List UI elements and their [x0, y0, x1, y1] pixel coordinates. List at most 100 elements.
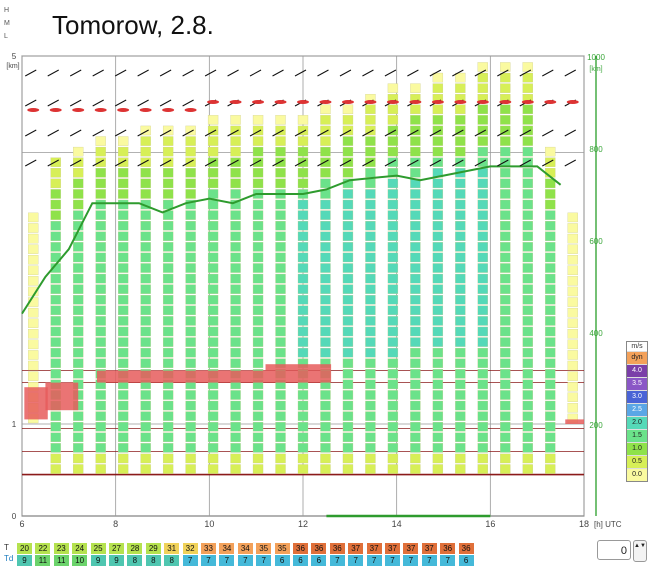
wind-barb	[407, 69, 419, 77]
wind-cell	[95, 242, 106, 252]
wind-cell	[73, 263, 84, 273]
wind-cell	[432, 422, 444, 432]
wind-cell	[275, 337, 286, 347]
wind-cell	[522, 231, 533, 241]
wind-cell	[140, 316, 151, 326]
legend-entry: 1.5	[627, 429, 647, 442]
wind-cell	[477, 157, 488, 167]
t-cell: 20	[17, 543, 32, 554]
wind-cell	[545, 464, 556, 474]
wind-cell	[252, 337, 264, 347]
wind-cell	[522, 220, 533, 231]
td-cell: 11	[53, 555, 69, 566]
wind-cell	[410, 189, 421, 199]
wind-cell	[73, 326, 84, 337]
wind-cell	[185, 199, 196, 210]
wind-cell	[545, 411, 556, 421]
wind-cell	[410, 104, 421, 115]
wind-cell	[185, 305, 196, 316]
wind-cell	[500, 400, 511, 411]
wind-cell	[522, 337, 533, 347]
wind-cell	[500, 220, 511, 231]
wind-cell	[500, 83, 511, 93]
wind-cell	[365, 263, 376, 273]
wind-cell	[320, 326, 331, 337]
wind-cell	[297, 168, 309, 178]
wind-cell	[162, 390, 174, 400]
wind-barb	[542, 159, 554, 167]
wind-cell	[522, 273, 533, 284]
wind-cell	[410, 326, 421, 337]
wind-cell	[522, 199, 533, 210]
wind-cell	[455, 115, 466, 125]
wind-cell	[297, 337, 309, 347]
wind-cell	[500, 136, 511, 146]
wind-cell	[567, 329, 578, 339]
wind-barb	[227, 129, 239, 137]
wind-cell	[320, 263, 331, 273]
wind-barb	[159, 69, 172, 77]
wind-cell	[342, 210, 354, 220]
level-spinner-input[interactable]: 0	[597, 540, 631, 560]
wind-cell	[320, 178, 331, 189]
wind-cell	[118, 263, 129, 273]
wind-cell	[320, 273, 331, 284]
wind-cell	[365, 305, 376, 316]
wind-cell	[297, 453, 309, 464]
wind-cell	[410, 337, 421, 347]
wind-cell	[207, 305, 219, 316]
wind-cell	[118, 347, 129, 358]
wind-cell	[500, 104, 511, 115]
wind-cell	[455, 358, 466, 368]
right-tick-label: 400	[589, 329, 603, 338]
wind-cell	[297, 252, 309, 263]
wind-cell	[275, 199, 286, 210]
wind-barb	[317, 69, 329, 77]
wind-cell	[50, 453, 61, 464]
cloud-marker	[431, 100, 444, 104]
wind-cell	[297, 411, 309, 421]
hml-h: H	[4, 7, 10, 14]
wind-barb	[204, 69, 217, 77]
wind-cell	[387, 305, 399, 316]
wind-barb	[294, 159, 307, 167]
wind-cell	[230, 358, 241, 368]
wind-cell	[140, 146, 151, 157]
wind-cell	[342, 337, 354, 347]
wind-barb	[204, 129, 217, 137]
wind-cell	[522, 347, 533, 358]
wind-cell	[185, 210, 196, 220]
wind-cell	[230, 284, 241, 294]
cloud-marker	[499, 100, 512, 104]
wind-cell	[73, 347, 84, 358]
wind-cell	[410, 263, 421, 273]
wind-cell	[118, 326, 129, 337]
wind-cell	[365, 284, 376, 294]
inversion-band	[24, 387, 48, 420]
wind-cell	[410, 369, 421, 379]
wind-cell	[365, 443, 376, 453]
wind-cell	[455, 125, 466, 136]
meteogram-chart: 200 400 600 800 1000 [km] 0 1 5 [km] 6 8 10 12 14 16 18 […	[6, 52, 621, 529]
wind-cell	[500, 115, 511, 125]
wind-cell	[387, 464, 399, 474]
wind-cell	[455, 347, 466, 358]
wind-cell	[185, 390, 196, 400]
wind-cell	[28, 244, 39, 254]
left-tick-label: 5	[12, 52, 17, 61]
wind-cell	[118, 231, 129, 241]
wind-cell	[28, 233, 39, 244]
wind-legend: m/s dyn 4.0 3.5 3.0 2.5 2.0 1.5 1.0 0.5 0.0	[626, 341, 648, 482]
wind-cell	[342, 369, 354, 379]
wind-cell	[500, 316, 511, 326]
wind-cell	[500, 379, 511, 390]
spinner-arrows-button[interactable]: ▲▼	[633, 540, 647, 562]
wind-cell	[455, 400, 466, 411]
t-cell: 36	[293, 543, 308, 554]
wind-cell	[545, 146, 556, 157]
wind-cell	[73, 305, 84, 316]
legend-entry: 4.0	[627, 364, 647, 377]
wind-cell	[207, 125, 219, 136]
wind-barb	[474, 129, 487, 137]
wind-cell	[545, 199, 556, 210]
